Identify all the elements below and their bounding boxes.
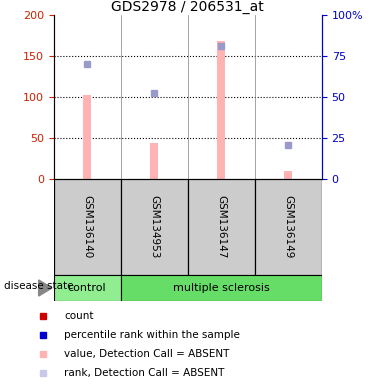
Text: control: control bbox=[68, 283, 107, 293]
Bar bbox=[150, 144, 158, 179]
Text: disease state: disease state bbox=[4, 281, 73, 291]
Text: count: count bbox=[64, 311, 94, 321]
Text: GSM136147: GSM136147 bbox=[216, 195, 226, 258]
Text: value, Detection Call = ABSENT: value, Detection Call = ABSENT bbox=[64, 349, 229, 359]
Text: percentile rank within the sample: percentile rank within the sample bbox=[64, 330, 240, 340]
FancyBboxPatch shape bbox=[54, 179, 121, 275]
Text: GSM136140: GSM136140 bbox=[82, 195, 92, 258]
FancyBboxPatch shape bbox=[188, 179, 255, 275]
Bar bbox=[83, 95, 91, 179]
FancyBboxPatch shape bbox=[54, 275, 121, 301]
Text: GSM136149: GSM136149 bbox=[283, 195, 293, 258]
Bar bbox=[285, 171, 292, 179]
FancyBboxPatch shape bbox=[121, 275, 322, 301]
FancyBboxPatch shape bbox=[121, 179, 188, 275]
Title: GDS2978 / 206531_at: GDS2978 / 206531_at bbox=[111, 0, 264, 14]
Polygon shape bbox=[38, 280, 52, 296]
Bar bbox=[217, 41, 225, 179]
Text: GSM134953: GSM134953 bbox=[149, 195, 159, 258]
Text: multiple sclerosis: multiple sclerosis bbox=[173, 283, 270, 293]
FancyBboxPatch shape bbox=[255, 179, 322, 275]
Text: rank, Detection Call = ABSENT: rank, Detection Call = ABSENT bbox=[64, 368, 225, 378]
